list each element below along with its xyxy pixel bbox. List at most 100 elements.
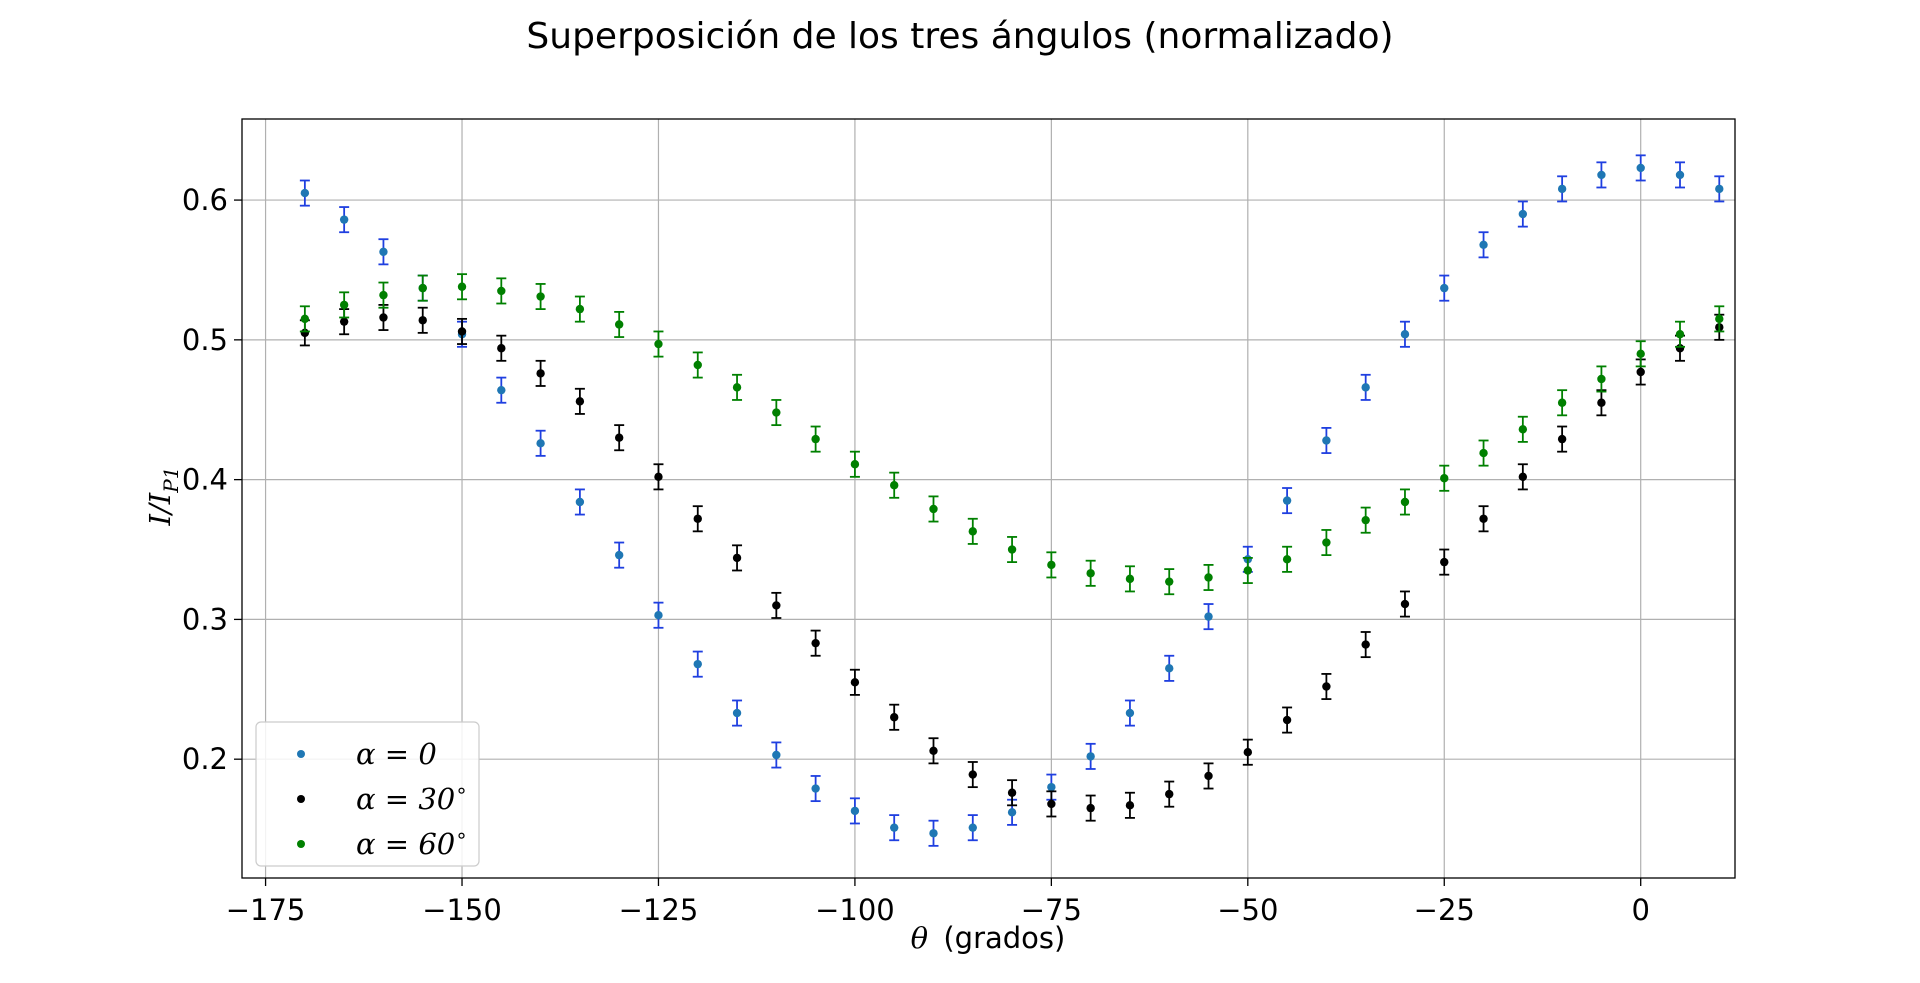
data-point <box>497 385 506 395</box>
data-point <box>890 713 899 722</box>
data-point <box>693 514 702 523</box>
series-0 <box>299 154 1725 847</box>
data-point <box>1204 573 1213 582</box>
data-point <box>379 290 388 300</box>
data-point <box>1440 283 1449 293</box>
data-point <box>457 327 467 336</box>
data-point <box>418 316 427 325</box>
y-tick-label: 0.2 <box>182 742 228 776</box>
x-tick-label: −175 <box>226 893 306 927</box>
data-point <box>1361 515 1370 525</box>
data-point <box>1518 209 1528 219</box>
y-tick-label: 0.5 <box>182 323 228 357</box>
data-point <box>654 472 663 482</box>
chart-title: Superposición de los tres ángulos (norma… <box>526 16 1393 57</box>
data-point <box>968 823 977 832</box>
legend-marker <box>297 795 305 803</box>
data-point <box>890 481 899 490</box>
data-point <box>1479 514 1488 523</box>
x-tick-label: −75 <box>1021 893 1082 927</box>
data-point <box>1125 801 1135 810</box>
data-point <box>1675 170 1685 180</box>
data-point <box>693 659 702 669</box>
data-point <box>1125 574 1135 584</box>
data-point <box>811 638 820 648</box>
svg-text:I/IP1: I/IP1 <box>143 467 183 527</box>
y-axis-ticks: 0.2 0.3 0.4 0.5 0.6 <box>182 183 242 776</box>
data-point <box>850 678 860 687</box>
data-point <box>1636 367 1645 377</box>
data-point <box>536 439 545 448</box>
data-point <box>1636 163 1645 173</box>
data-point <box>772 408 781 417</box>
data-point <box>1047 782 1056 792</box>
data-point <box>693 360 702 370</box>
data-point <box>1243 566 1253 575</box>
data-point <box>1322 682 1331 691</box>
data-point <box>654 611 663 620</box>
data-point <box>1557 398 1567 407</box>
data-point <box>1400 599 1410 609</box>
data-point <box>1597 398 1606 407</box>
data-point <box>1518 425 1528 434</box>
data-point <box>654 339 663 349</box>
data-point <box>732 553 742 563</box>
data-point <box>379 247 388 256</box>
data-point <box>1047 560 1056 570</box>
data-point <box>379 313 388 322</box>
data-point <box>614 550 624 560</box>
data-point <box>890 823 899 832</box>
data-point <box>1440 474 1449 483</box>
data-point <box>457 282 467 291</box>
data-point <box>1086 752 1095 761</box>
data-point <box>339 215 349 224</box>
x-tick-label: −25 <box>1414 893 1475 927</box>
data-point <box>850 460 860 469</box>
data-point <box>536 369 545 378</box>
data-point <box>968 770 977 779</box>
data-point <box>418 283 427 293</box>
plot-data <box>299 154 1725 847</box>
x-tick-label: −125 <box>619 893 699 927</box>
plot-frame <box>241 118 1736 879</box>
data-point <box>1282 496 1292 505</box>
data-point <box>1400 497 1410 507</box>
y-tick-label: 0.4 <box>182 463 228 497</box>
data-point <box>1007 808 1017 817</box>
data-point <box>1675 330 1685 339</box>
x-axis-ticks: −175 −150 −125 −100 −75 −50 −25 0 <box>226 878 1650 927</box>
data-point <box>1636 349 1645 359</box>
data-point <box>1361 383 1370 392</box>
x-tick-label: 0 <box>1631 893 1649 927</box>
legend-label: α = 60∘ <box>356 823 468 861</box>
data-point <box>575 397 585 406</box>
data-point <box>497 344 506 353</box>
data-point <box>536 292 545 301</box>
data-point <box>1086 569 1095 578</box>
data-point <box>575 304 585 314</box>
data-point <box>1322 538 1331 547</box>
x-tick-label: −150 <box>422 893 502 927</box>
data-point <box>575 497 585 507</box>
data-point <box>1007 788 1017 797</box>
data-point <box>339 317 349 326</box>
legend-marker <box>297 840 305 848</box>
data-point <box>811 434 820 444</box>
data-point <box>772 750 781 760</box>
x-tick-label: −50 <box>1217 893 1278 927</box>
x-tick-label: −100 <box>815 893 895 927</box>
data-point <box>1165 664 1174 673</box>
data-point <box>929 829 938 838</box>
legend-box <box>255 721 480 867</box>
data-point <box>1047 799 1056 809</box>
data-point <box>850 806 860 816</box>
data-point <box>1243 747 1253 757</box>
legend-marker <box>297 750 305 758</box>
data-point <box>732 708 742 718</box>
data-point <box>1557 434 1567 444</box>
data-point <box>929 504 938 514</box>
data-point <box>1165 577 1174 586</box>
y-tick-label: 0.3 <box>182 602 228 636</box>
legend-label: α = 0 <box>356 737 437 771</box>
